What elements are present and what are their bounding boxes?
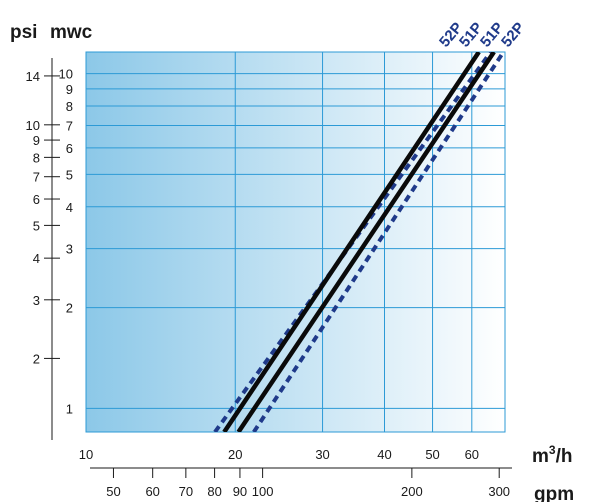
psi-unit-label: psi — [10, 22, 37, 43]
mwc-tick-label: 9 — [66, 82, 73, 97]
gpm-tick-label: 300 — [488, 484, 510, 499]
psi-tick-label: 9 — [33, 133, 40, 148]
series-label-52p: 52P — [498, 19, 528, 50]
gpm-tick-label: 60 — [145, 484, 159, 499]
axis-unit-labels: psi mwc m3/h gpm — [10, 22, 574, 502]
psi-tick-label: 8 — [33, 150, 40, 165]
curve-52p-dashed — [252, 52, 505, 432]
mwc-tick-label: 6 — [66, 141, 73, 156]
m3h-unit-label: m3/h — [532, 443, 572, 467]
mwc-unit-label: mwc — [50, 22, 93, 43]
m3h-tick-label: 30 — [315, 447, 329, 462]
plot-frame — [85, 51, 506, 433]
gpm-tick-label: 100 — [252, 484, 274, 499]
m3h-tick-label: 50 — [425, 447, 439, 462]
m3h-tick-label: 10 — [79, 447, 93, 462]
psi-tick-label: 7 — [33, 170, 40, 185]
psi-tick-label: 6 — [33, 192, 40, 207]
m3h-tick-label: 60 — [465, 447, 479, 462]
m3h-tick-label: 20 — [228, 447, 242, 462]
mwc-tick-label: 2 — [66, 301, 73, 316]
m3h-tick-label: 40 — [377, 447, 391, 462]
gpm-tick-label: 50 — [106, 484, 120, 499]
mwc-tick-label: 3 — [66, 242, 73, 257]
mwc-tick-label: 8 — [66, 99, 73, 114]
axes — [51, 58, 512, 469]
curve-51p-solid — [236, 52, 496, 432]
mwc-tick-label: 5 — [66, 167, 73, 182]
psi-tick-label: 10 — [26, 118, 40, 133]
psi-tick-label: 2 — [33, 351, 40, 366]
psi-tick-label: 5 — [33, 218, 40, 233]
gpm-tick-label: 90 — [233, 484, 247, 499]
pressure-curves — [213, 52, 505, 432]
psi-tick-label: 3 — [33, 293, 40, 308]
mwc-tick-label: 7 — [66, 118, 73, 133]
psi-tick-label: 4 — [33, 251, 40, 266]
psi-tick-label: 14 — [26, 69, 40, 84]
gpm-tick-label: 200 — [401, 484, 423, 499]
curve-51p-solid — [222, 52, 481, 432]
mwc-tick-label: 4 — [66, 200, 73, 215]
mwc-tick-label: 1 — [66, 401, 73, 416]
gpm-tick-label: 70 — [179, 484, 193, 499]
gpm-unit-label: gpm — [534, 484, 574, 502]
mwc-tick-label: 10 — [59, 67, 73, 82]
gpm-tick-label: 80 — [207, 484, 221, 499]
